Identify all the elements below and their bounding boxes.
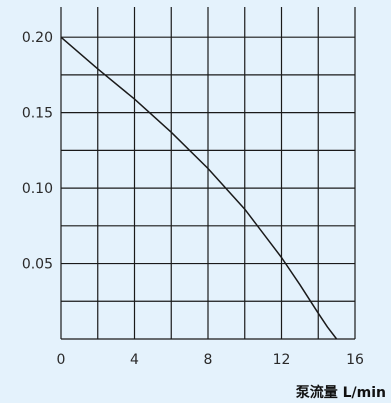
y-tick-label: 0.20 (22, 30, 53, 46)
x-axis-title: 泵流量 L/min (296, 384, 386, 401)
x-tick-label: 16 (346, 352, 364, 368)
y-tick-label: 0.15 (22, 106, 53, 122)
y-tick-label: 0.05 (22, 257, 53, 273)
series-line (60, 36, 338, 340)
y-tick-label: 0.10 (22, 181, 53, 197)
x-tick-label: 12 (273, 352, 291, 368)
x-tick-label: 0 (57, 352, 66, 368)
x-tick-label: 8 (204, 352, 213, 368)
x-tick-label: 4 (130, 352, 139, 368)
